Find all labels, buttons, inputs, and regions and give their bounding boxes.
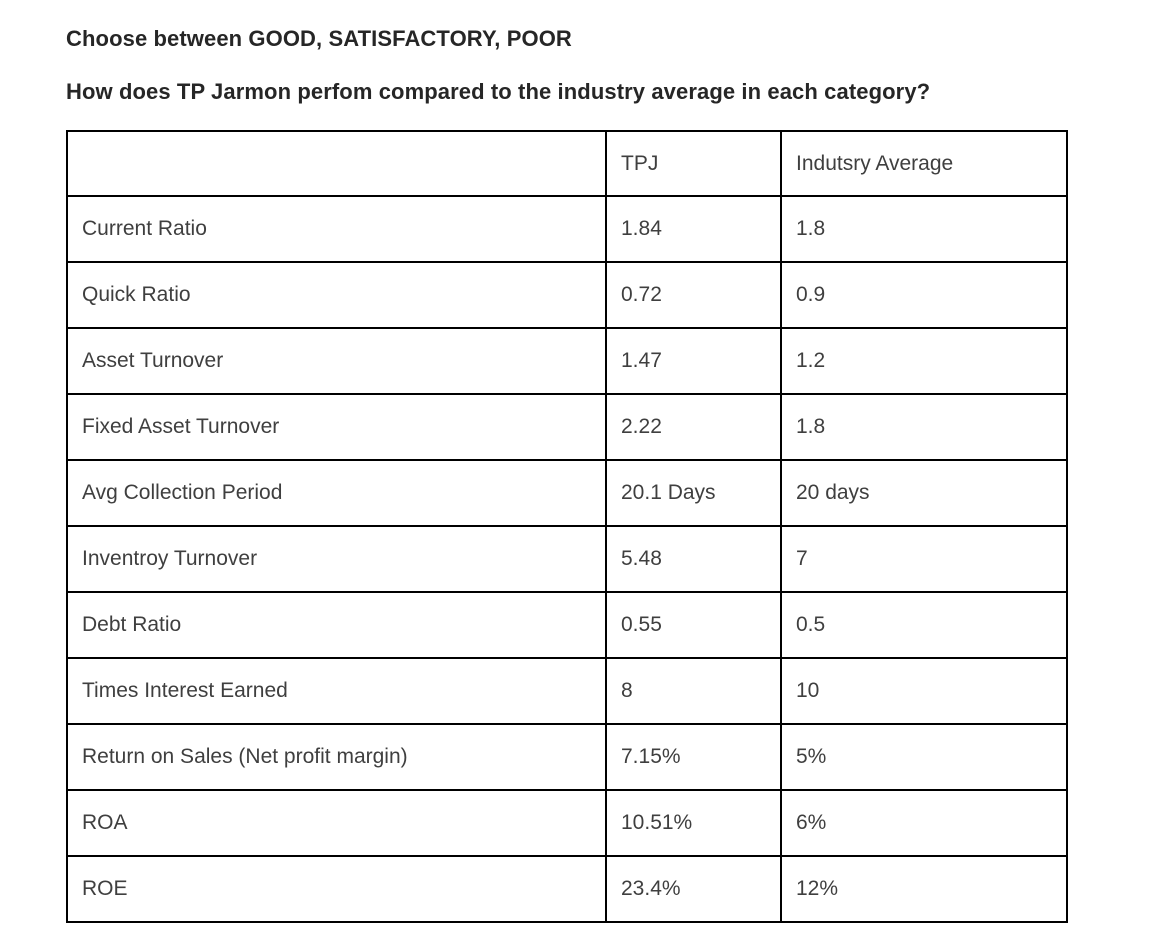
category-cell: Times Interest Earned (66, 657, 607, 725)
industry-value-cell: 0.5 (780, 591, 1068, 659)
table-row: ROE 23.4% 12% (66, 855, 1068, 923)
industry-value-cell: 10 (780, 657, 1068, 725)
header-industry-average: Indutsry Average (780, 130, 1068, 197)
tpj-value-cell: 23.4% (605, 855, 782, 923)
question-heading: How does TP Jarmon perfom compared to th… (66, 79, 931, 104)
category-cell: Return on Sales (Net profit margin) (66, 723, 607, 791)
category-cell: ROA (66, 789, 607, 857)
tpj-value-cell: 5.48 (605, 525, 782, 593)
table-row: Inventroy Turnover 5.48 7 (66, 525, 1068, 593)
category-cell: Asset Turnover (66, 327, 607, 395)
table-row: Fixed Asset Turnover 2.22 1.8 (66, 393, 1068, 461)
tpj-value-cell: 7.15% (605, 723, 782, 791)
header-category (66, 130, 607, 197)
tpj-value-cell: 2.22 (605, 393, 782, 461)
table-row: Current Ratio 1.84 1.8 (66, 195, 1068, 263)
industry-value-cell: 20 days (780, 459, 1068, 527)
table-row: Return on Sales (Net profit margin) 7.15%… (66, 723, 1068, 791)
tpj-value-cell: 1.84 (605, 195, 782, 263)
category-cell: Quick Ratio (66, 261, 607, 329)
category-cell: Current Ratio (66, 195, 607, 263)
tpj-value-cell: 10.51% (605, 789, 782, 857)
table-row: Asset Turnover 1.47 1.2 (66, 327, 1068, 395)
table-row: Avg Collection Period 20.1 Days 20 days (66, 459, 1068, 527)
header-tpj: TPJ (605, 130, 782, 197)
tpj-value-cell: 20.1 Days (605, 459, 782, 527)
tpj-value-cell: 8 (605, 657, 782, 725)
industry-value-cell: 0.9 (780, 261, 1068, 329)
table-row: Quick Ratio 0.72 0.9 (66, 261, 1068, 329)
industry-value-cell: 12% (780, 855, 1068, 923)
category-cell: Avg Collection Period (66, 459, 607, 527)
table-body: Current Ratio 1.84 1.8 Quick Ratio 0.72 0.9 As… (66, 195, 1068, 923)
category-cell: Debt Ratio (66, 591, 607, 659)
category-cell: ROE (66, 855, 607, 923)
category-cell: Fixed Asset Turnover (66, 393, 607, 461)
industry-value-cell: 7 (780, 525, 1068, 593)
industry-value-cell: 1.8 (780, 393, 1068, 461)
category-cell: Inventroy Turnover (66, 525, 607, 593)
ratio-comparison-table: TPJ Indutsry Average Current Ratio 1.84 1.… (66, 130, 1068, 923)
table-row: Debt Ratio 0.55 0.5 (66, 591, 1068, 659)
instruction-heading: Choose between GOOD, SATISFACTORY, POOR (66, 26, 572, 51)
industry-value-cell: 1.2 (780, 327, 1068, 395)
industry-value-cell: 5% (780, 723, 1068, 791)
table-header-row: TPJ Indutsry Average (66, 130, 1068, 197)
industry-value-cell: 6% (780, 789, 1068, 857)
industry-value-cell: 1.8 (780, 195, 1068, 263)
table-row: Times Interest Earned 8 10 (66, 657, 1068, 725)
table-row: ROA 10.51% 6% (66, 789, 1068, 857)
tpj-value-cell: 0.55 (605, 591, 782, 659)
tpj-value-cell: 0.72 (605, 261, 782, 329)
tpj-value-cell: 1.47 (605, 327, 782, 395)
